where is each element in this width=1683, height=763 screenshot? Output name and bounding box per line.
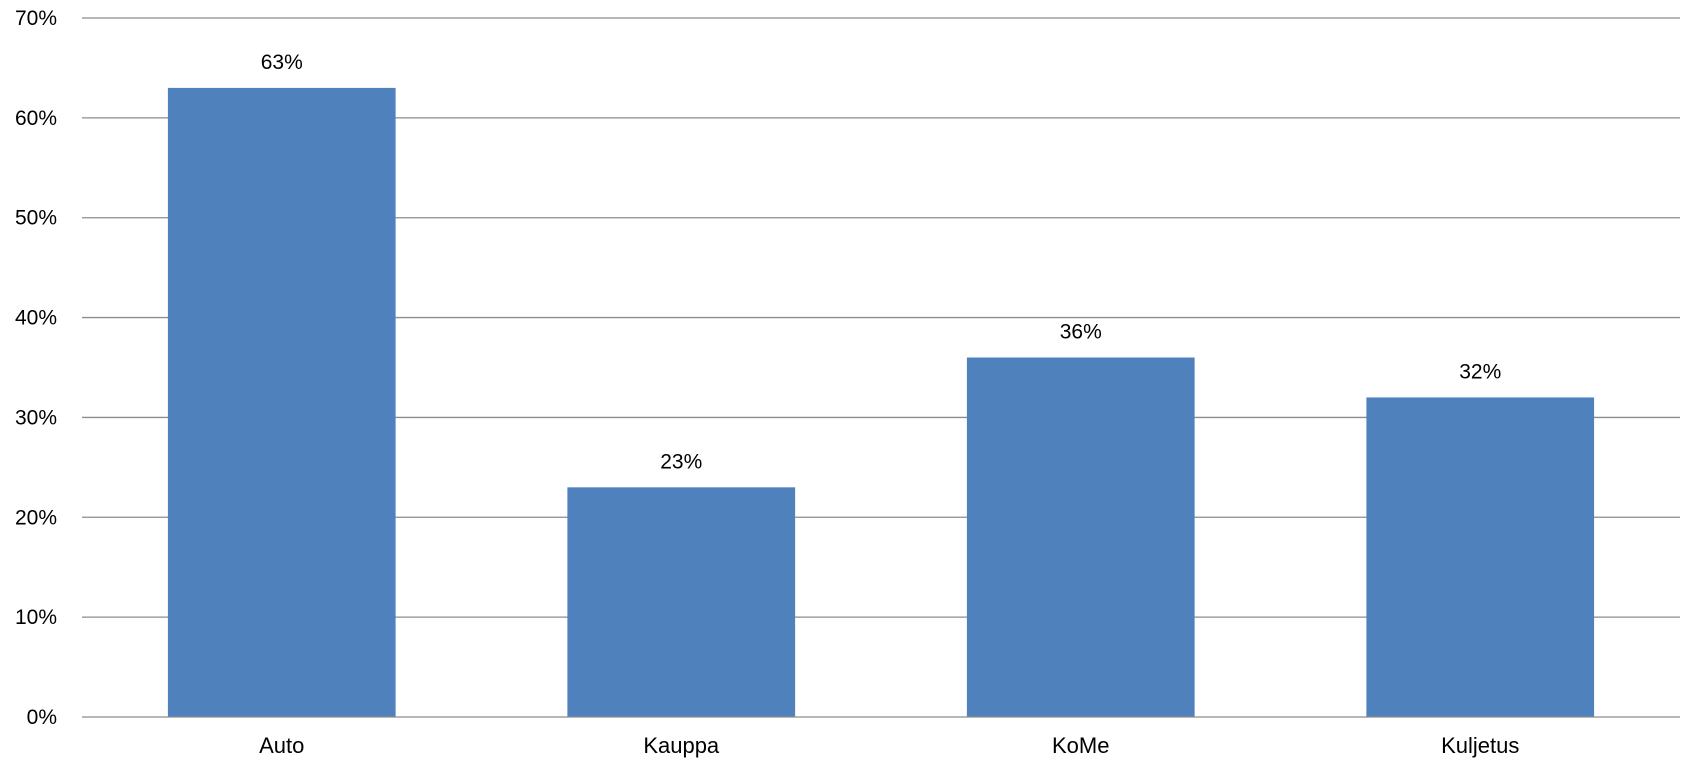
data-label: 32% <box>1459 360 1501 383</box>
data-label: 63% <box>261 51 303 74</box>
data-labels: 63% 23% 36% 32% <box>261 51 1502 473</box>
x-tick-label: Auto <box>259 733 304 758</box>
y-tick-label: 50% <box>15 207 57 230</box>
data-label: 23% <box>660 450 702 473</box>
x-axis-ticks: Auto Kauppa KoMe Kuljetus <box>259 733 1519 758</box>
bars <box>167 87 1595 717</box>
x-tick-label: Kuljetus <box>1441 733 1519 758</box>
x-tick-label: Kauppa <box>643 733 720 758</box>
y-tick-label: 10% <box>15 606 57 629</box>
data-label: 36% <box>1060 321 1102 344</box>
y-tick-label: 30% <box>15 406 57 429</box>
x-tick-label: KoMe <box>1052 733 1109 758</box>
y-tick-label: 40% <box>15 307 57 330</box>
bar-kuljetus <box>1366 397 1595 717</box>
bar-auto <box>167 87 396 717</box>
y-axis-ticks: 0% 10% 20% 30% 40% 50% 60% 70% <box>15 7 57 729</box>
bar-kome <box>966 357 1195 717</box>
y-tick-label: 0% <box>27 706 57 729</box>
y-tick-label: 20% <box>15 506 57 529</box>
bar-kauppa <box>567 487 796 717</box>
y-tick-label: 70% <box>15 7 57 30</box>
y-tick-label: 60% <box>15 107 57 130</box>
